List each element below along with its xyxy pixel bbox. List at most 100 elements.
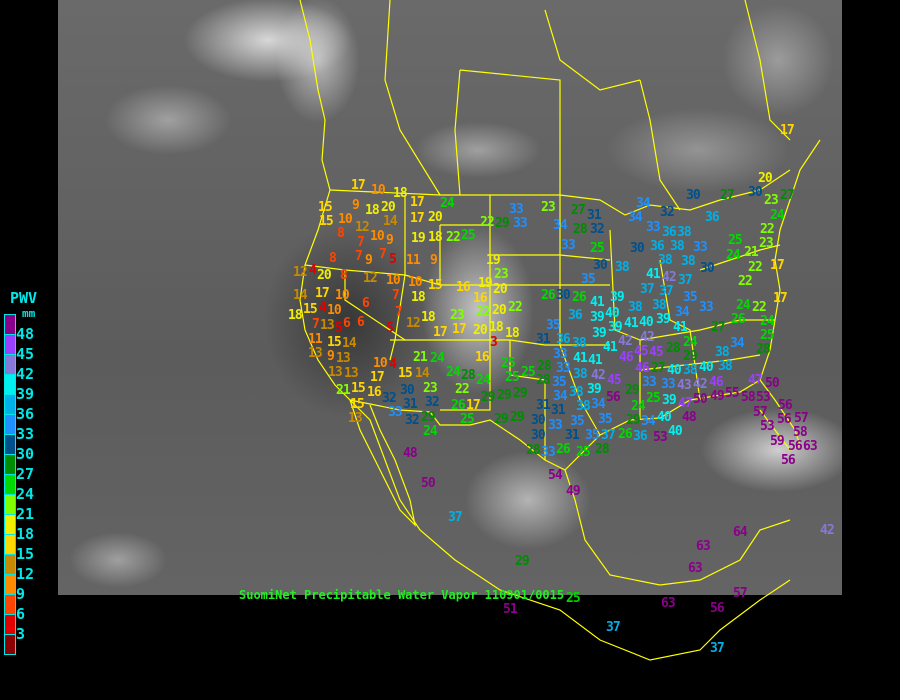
station-pwv-value: 28 <box>526 443 541 458</box>
station-pwv-value: 27 <box>571 203 586 218</box>
station-pwv-value: 6 <box>362 296 370 311</box>
station-pwv-value: 35 <box>683 290 698 305</box>
station-pwv-value: 40 <box>605 306 620 321</box>
station-pwv-value: 38 <box>572 336 587 351</box>
station-pwv-value: 9 <box>386 233 394 248</box>
station-pwv-value: 22 <box>476 305 491 320</box>
station-pwv-value: 4 <box>309 263 317 278</box>
station-pwv-value: 64 <box>733 525 748 540</box>
legend-swatch <box>5 514 15 534</box>
station-pwv-value: 18 <box>505 326 520 341</box>
station-pwv-value: 56 <box>778 398 793 413</box>
station-pwv-value: 28 <box>573 222 588 237</box>
station-pwv-value: 45 <box>634 344 649 359</box>
station-pwv-value: 8 <box>329 251 337 266</box>
station-pwv-value: 29 <box>481 390 496 405</box>
station-pwv-value: 42 <box>662 270 677 285</box>
station-pwv-value: 23 <box>541 200 556 215</box>
station-pwv-value: 17 <box>315 286 330 301</box>
station-pwv-value: 22 <box>455 382 470 397</box>
border-us-canada <box>329 169 791 216</box>
station-pwv-value: 48 <box>403 446 418 461</box>
station-pwv-value: 63 <box>803 439 818 454</box>
station-pwv-value: 40 <box>668 424 683 439</box>
station-pwv-value: 36 <box>633 429 648 444</box>
station-pwv-value: 18 <box>393 186 408 201</box>
state-line <box>609 229 641 420</box>
station-pwv-value: 31 <box>536 332 551 347</box>
station-pwv-value: 28 <box>536 373 551 388</box>
state-line <box>639 354 761 371</box>
station-pwv-value: 22 <box>508 300 523 315</box>
station-pwv-value: 24 <box>770 208 785 223</box>
station-pwv-value: 63 <box>688 561 703 576</box>
station-pwv-value: 24 <box>736 298 751 313</box>
station-pwv-value: 41 <box>590 295 605 310</box>
station-pwv-value: 38 <box>573 367 588 382</box>
station-pwv-value: 43 <box>677 378 692 393</box>
station-pwv-value: 32 <box>660 205 675 220</box>
station-pwv-value: 58 <box>793 425 808 440</box>
station-pwv-value: 27 <box>711 320 726 335</box>
station-pwv-value: 24 <box>440 196 455 211</box>
legend-unit: mm <box>22 307 36 320</box>
station-pwv-value: 54 <box>548 468 563 483</box>
station-pwv-value: 34 <box>553 218 568 233</box>
state-line <box>639 319 775 341</box>
station-pwv-value: 10 <box>327 303 342 318</box>
station-pwv-value: 33 <box>561 238 576 253</box>
station-pwv-value: 57 <box>794 411 809 426</box>
station-pwv-value: 11 <box>308 332 323 347</box>
station-pwv-value: 41 <box>588 353 603 368</box>
station-pwv-value: 10 <box>373 356 388 371</box>
station-pwv-value: 35 <box>598 412 613 427</box>
station-pwv-value: 42 <box>618 334 633 349</box>
station-pwv-value: 33 <box>388 405 403 420</box>
station-pwv-value: 17 <box>452 322 467 337</box>
station-pwv-value: 24 <box>476 373 491 388</box>
station-pwv-value: 23 <box>764 193 779 208</box>
state-line <box>639 79 681 211</box>
station-pwv-value: 31 <box>587 208 602 223</box>
station-pwv-value: 63 <box>661 596 676 611</box>
station-pwv-value: 40 <box>667 363 682 378</box>
station-pwv-value: 39 <box>587 382 602 397</box>
station-pwv-value: 7 <box>355 249 363 264</box>
station-pwv-value: 33 <box>509 202 524 217</box>
station-pwv-value: 12 <box>363 271 378 286</box>
station-pwv-value: 10 <box>386 273 401 288</box>
state-line <box>559 195 601 436</box>
image-caption: SuomiNet Precipitable Water Vapor 110901… <box>239 588 565 602</box>
legend-tick: 21 <box>16 505 35 523</box>
station-pwv-value: 25 <box>576 445 591 460</box>
station-pwv-value: 33 <box>642 375 657 390</box>
state-line <box>544 9 641 91</box>
station-pwv-value: 30 <box>556 288 571 303</box>
legend-title: PWV <box>10 289 38 307</box>
state-line <box>390 339 610 346</box>
station-pwv-value: 9 <box>327 349 335 364</box>
station-pwv-value: 34 <box>591 397 606 412</box>
station-pwv-value: 49 <box>710 389 725 404</box>
station-pwv-value: 53 <box>756 390 771 405</box>
station-pwv-value: 9 <box>365 253 373 268</box>
station-pwv-value: 16 <box>367 385 382 400</box>
station-pwv-value: 56 <box>710 601 725 616</box>
station-pwv-value: 19 <box>486 253 501 268</box>
station-pwv-value: 22 <box>748 260 763 275</box>
station-pwv-value: 30 <box>686 188 701 203</box>
legend-swatch <box>5 394 15 414</box>
station-pwv-value: 10 <box>371 183 386 198</box>
station-pwv-value: 25 <box>728 233 743 248</box>
station-pwv-value: 17 <box>370 370 385 385</box>
station-pwv-value: 25 <box>590 241 605 256</box>
station-pwv-value: 41 <box>673 320 688 335</box>
station-pwv-value: 39 <box>592 326 607 341</box>
station-pwv-value: 56 <box>606 390 621 405</box>
station-pwv-value: 33 <box>541 445 556 460</box>
station-pwv-value: 24 <box>446 365 461 380</box>
station-pwv-value: 31 <box>536 398 551 413</box>
station-pwv-value: 10 <box>335 288 350 303</box>
state-line <box>389 195 406 361</box>
